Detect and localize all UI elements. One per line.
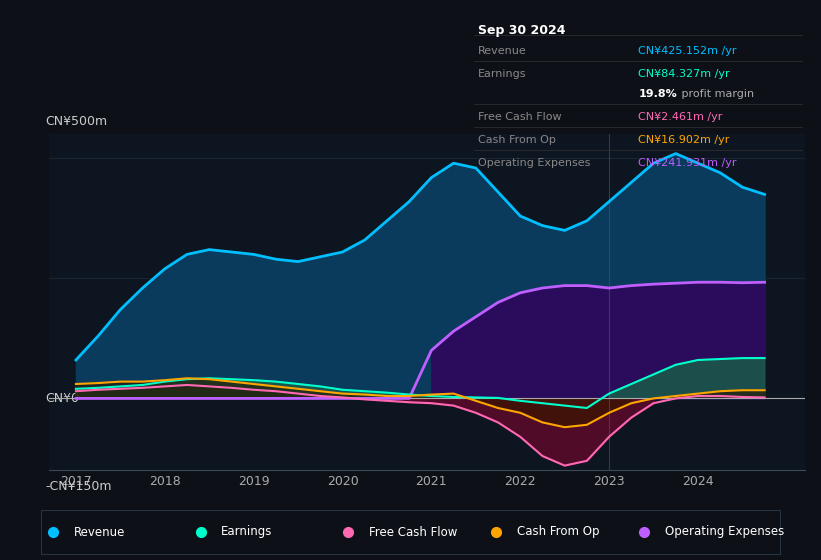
- Text: CN¥241.931m /yr: CN¥241.931m /yr: [639, 158, 736, 168]
- Text: Revenue: Revenue: [478, 46, 526, 56]
- Text: Operating Expenses: Operating Expenses: [478, 158, 590, 168]
- Text: profit margin: profit margin: [678, 89, 754, 99]
- Text: Earnings: Earnings: [222, 525, 273, 539]
- Text: Operating Expenses: Operating Expenses: [665, 525, 784, 539]
- Text: CN¥500m: CN¥500m: [45, 115, 108, 128]
- Text: CN¥0: CN¥0: [45, 392, 80, 405]
- Text: CN¥16.902m /yr: CN¥16.902m /yr: [639, 135, 730, 145]
- Text: Cash From Op: Cash From Op: [478, 135, 556, 145]
- Text: Free Cash Flow: Free Cash Flow: [369, 525, 457, 539]
- Text: Free Cash Flow: Free Cash Flow: [478, 112, 562, 122]
- Text: Earnings: Earnings: [478, 69, 526, 79]
- Text: Cash From Op: Cash From Op: [517, 525, 599, 539]
- Text: Sep 30 2024: Sep 30 2024: [478, 25, 566, 38]
- Text: -CN¥150m: -CN¥150m: [45, 480, 112, 493]
- Text: 19.8%: 19.8%: [639, 89, 677, 99]
- Text: Revenue: Revenue: [74, 525, 125, 539]
- Text: CN¥425.152m /yr: CN¥425.152m /yr: [639, 46, 736, 56]
- Text: CN¥84.327m /yr: CN¥84.327m /yr: [639, 69, 730, 79]
- Text: CN¥2.461m /yr: CN¥2.461m /yr: [639, 112, 722, 122]
